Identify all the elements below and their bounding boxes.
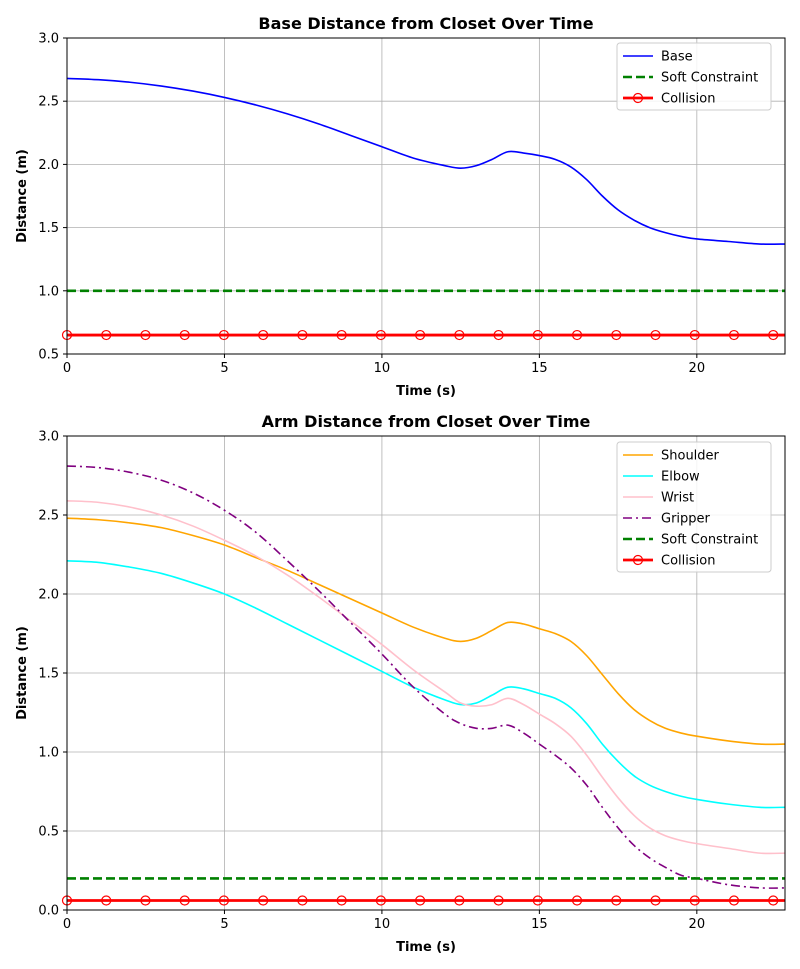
x-tick-label: 20 xyxy=(689,361,706,376)
chart-title: Base Distance from Closet Over Time xyxy=(258,14,593,33)
collision-marker xyxy=(101,895,112,906)
collision-marker xyxy=(454,895,465,906)
x-tick-label: 5 xyxy=(220,917,228,932)
legend-label: Collision xyxy=(661,92,715,107)
legend-marker xyxy=(632,554,644,566)
collision-marker xyxy=(454,329,465,341)
y-tick-label: 1.0 xyxy=(38,284,59,299)
collision-marker xyxy=(336,895,347,906)
y-tick-label: 3.0 xyxy=(38,430,59,445)
collision-marker xyxy=(650,329,661,341)
legend-label: Shoulder xyxy=(661,449,720,464)
collision-marker xyxy=(258,329,269,341)
x-tick-label: 0 xyxy=(63,917,71,932)
legend-label: Base xyxy=(661,50,693,65)
collision-marker xyxy=(689,329,700,341)
plot-frame xyxy=(66,37,786,355)
legend-box xyxy=(616,42,772,111)
legend-box xyxy=(616,441,772,573)
collision-marker xyxy=(218,895,230,906)
legend-marker xyxy=(632,92,644,104)
legend-label: Soft Constraint xyxy=(661,533,758,548)
x-axis-label: Time (s) xyxy=(396,940,456,955)
collision-marker xyxy=(768,329,779,341)
y-tick-label: 0.0 xyxy=(38,904,59,919)
legend-label: Soft Constraint xyxy=(661,71,758,86)
collision-marker xyxy=(297,895,308,906)
legend: Shoulder Elbow Wrist Gripper Soft Constraint… xyxy=(616,441,772,573)
collision-marker xyxy=(140,895,151,906)
x-tick-label: 20 xyxy=(689,917,706,932)
collision-marker xyxy=(689,895,700,906)
series-line-elbow xyxy=(66,560,786,809)
collision-marker xyxy=(336,329,347,341)
chart-1: 0 5 10 15 20 0.5 1.0 1.5 2.0 2.5 3.0 Base Distance … xyxy=(15,14,786,399)
collision-marker xyxy=(611,895,622,906)
y-tick-label: 1.5 xyxy=(38,667,59,682)
y-axis-label: Distance (m) xyxy=(15,626,30,720)
y-tick-label: 1.0 xyxy=(38,746,59,761)
collision-marker xyxy=(375,895,386,906)
x-tick-label: 5 xyxy=(220,361,228,376)
collision-marker xyxy=(101,329,112,341)
x-tick-label: 10 xyxy=(374,361,391,376)
collision-marker xyxy=(571,895,583,906)
chart-2: 0 5 10 15 20 0.0 0.5 1.0 1.5 2.0 2.5 3.0 Arm Distanc… xyxy=(15,412,786,955)
x-tick-label: 15 xyxy=(531,361,548,376)
legend-label: Collision xyxy=(661,554,715,569)
y-axis-label: Distance (m) xyxy=(15,149,30,243)
collision-marker xyxy=(768,895,779,906)
series-line-base xyxy=(66,77,786,246)
y-tick-label: 0.5 xyxy=(38,348,59,363)
series-line-shoulder xyxy=(66,517,786,746)
x-tick-label: 0 xyxy=(63,361,71,376)
collision-marker xyxy=(650,895,661,906)
collision-marker xyxy=(297,329,308,341)
x-axis-label: Time (s) xyxy=(396,384,456,399)
collision-marker xyxy=(258,895,269,906)
collision-marker xyxy=(493,329,504,341)
legend-label: Gripper xyxy=(661,512,711,527)
y-tick-label: 3.0 xyxy=(38,32,59,47)
y-tick-label: 2.5 xyxy=(38,509,59,524)
collision-marker xyxy=(728,329,740,341)
collision-marker xyxy=(532,895,543,906)
y-tick-label: 2.0 xyxy=(38,588,59,603)
series-line-wrist xyxy=(66,499,786,855)
collision-marker xyxy=(179,329,190,341)
chart-title: Arm Distance from Closet Over Time xyxy=(262,412,591,431)
y-tick-label: 2.0 xyxy=(38,158,59,173)
series-line-gripper xyxy=(66,465,786,889)
y-tick-label: 2.5 xyxy=(38,95,59,110)
collision-marker xyxy=(218,329,230,341)
y-tick-label: 0.5 xyxy=(38,825,59,840)
y-tick-label: 1.5 xyxy=(38,221,59,236)
legend: Base Soft Constraint Collision xyxy=(616,42,772,111)
collision-marker xyxy=(493,895,504,906)
collision-marker xyxy=(728,895,740,906)
collision-marker xyxy=(415,895,426,906)
collision-marker xyxy=(532,329,543,341)
collision-marker xyxy=(140,329,151,341)
collision-marker xyxy=(611,329,622,341)
collision-marker xyxy=(571,329,583,341)
x-tick-label: 10 xyxy=(374,917,391,932)
legend-label: Elbow xyxy=(661,470,700,485)
x-tick-label: 15 xyxy=(531,917,548,932)
collision-marker xyxy=(375,329,386,341)
collision-marker xyxy=(415,329,426,341)
legend-label: Wrist xyxy=(661,491,694,506)
collision-marker xyxy=(179,895,190,906)
